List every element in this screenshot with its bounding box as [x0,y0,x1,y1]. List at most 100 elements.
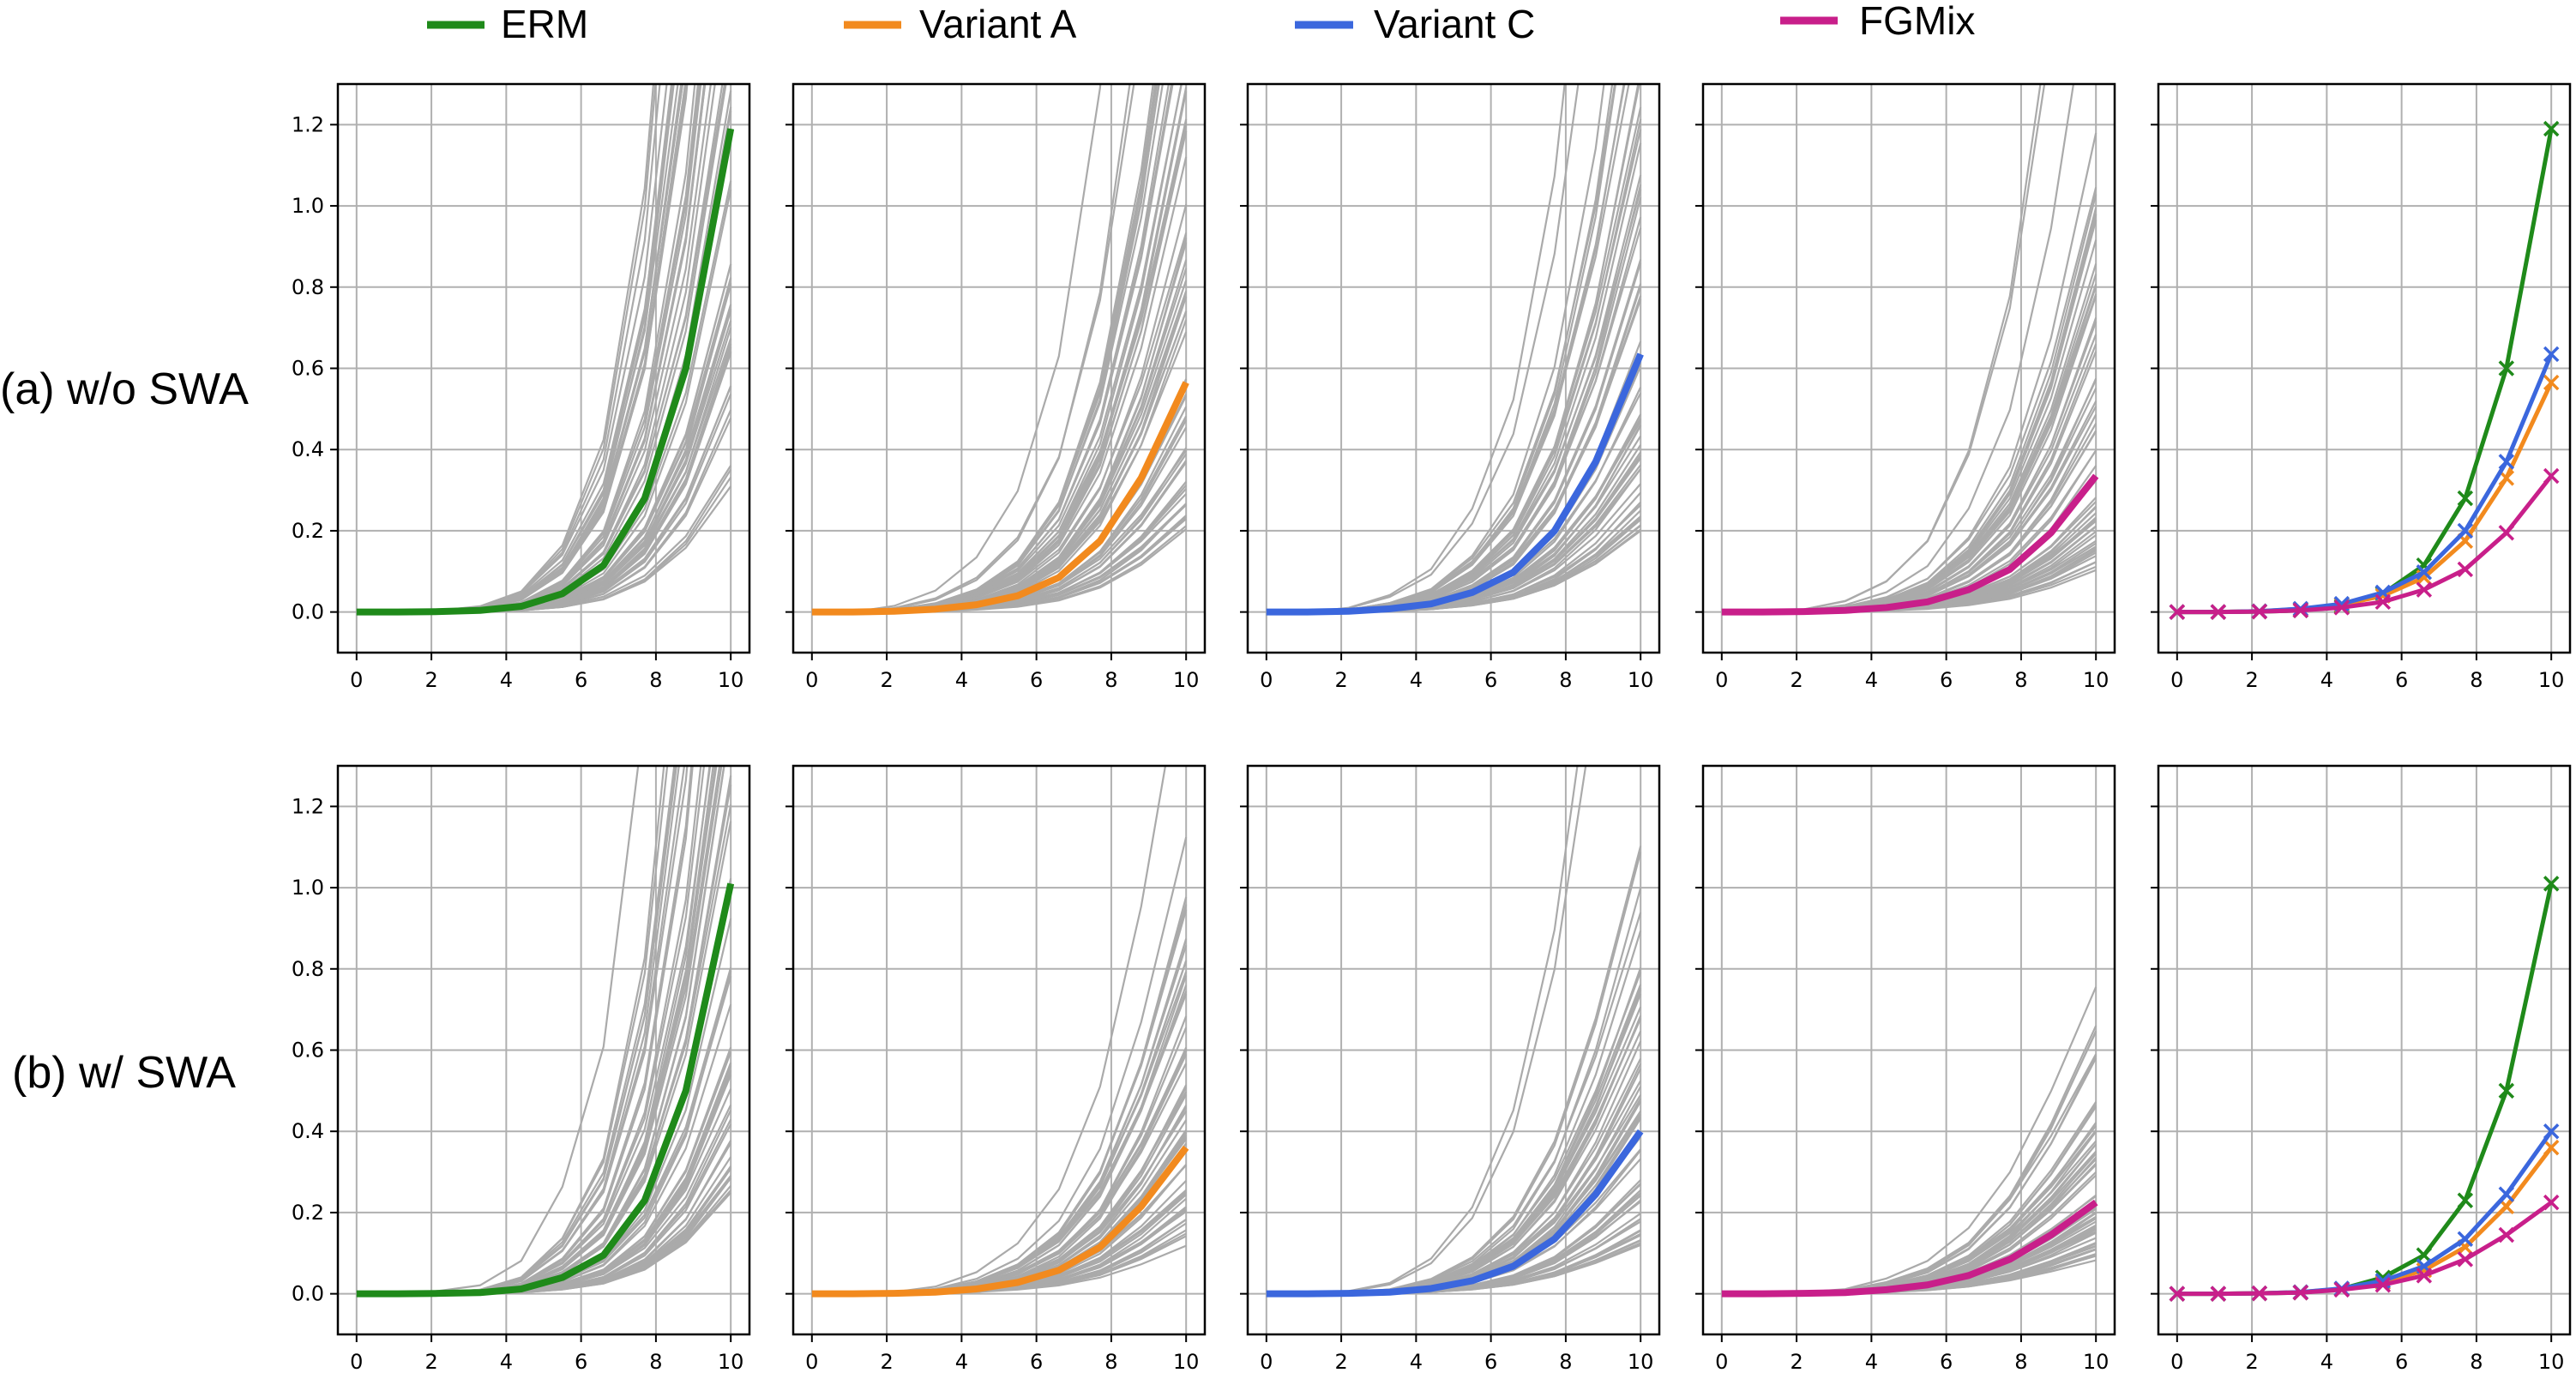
y-tick-label: 0.2 [292,519,324,543]
legend-item-variant-c: Variant C [1295,2,1535,46]
marker-fgmix [2333,1281,2350,1298]
plot-area [811,766,1189,1298]
y-tick-label: 0.6 [292,1039,324,1063]
y-axis [1695,805,1703,1295]
panel-variant-c: 0 2 4 6 8 10 [1240,82,1661,692]
x-tick-label: 2 [880,668,893,692]
y-tick-label: 0.0 [292,600,324,624]
marker-fgmix [2457,1251,2474,1268]
x-axis: 0 2 4 6 8 10 [350,653,743,692]
marker-variant-a [2543,1139,2560,1156]
marker-fgmix [2292,602,2309,618]
x-tick-label: 10 [1628,1350,1654,1374]
x-tick-label: 10 [1173,1350,1200,1374]
mean-curve-variant-a [811,381,1189,616]
marker-fgmix [2169,604,2186,620]
panel-fgmix: 0 2 4 6 8 10 [1695,82,2116,692]
panel-variant-a: 0 2 4 6 8 10 [785,82,1207,692]
x-tick-label: 0 [1260,1350,1273,1374]
marker-fgmix [2210,604,2227,620]
marker-erm [2498,1082,2515,1099]
x-tick-label: 10 [2538,668,2565,692]
y-axis [785,805,793,1295]
x-tick-label: 10 [1628,668,1654,692]
panel-fgmix: 0 2 4 6 8 10 [1695,764,2116,1374]
x-axis: 0 2 4 6 8 10 [1260,653,1653,692]
x-tick-label: 0 [1715,1350,1728,1374]
legend-label-erm: ERM [501,2,588,46]
x-tick-label: 6 [575,1350,587,1374]
x-tick-label: 8 [1104,1350,1117,1374]
mean-curve-erm [356,882,735,1298]
y-tick-label: 0.2 [292,1201,324,1225]
x-tick-label: 2 [880,1350,893,1374]
x-tick-label: 8 [2470,1350,2483,1374]
plot-area [1266,766,1644,1298]
x-tick-label: 6 [575,668,587,692]
marker-variant-a [2543,374,2560,391]
marker-erm [2498,360,2515,376]
y-tick-label: 0.0 [292,1282,324,1306]
panel-variant-a: 0 2 4 6 8 10 [785,764,1207,1374]
x-tick-label: 8 [1104,668,1117,692]
plot-area [2169,876,2560,1302]
panel-erm: 0 2 4 6 8 10 0.0 0.2 0.4 0.6 0.8 1.0 1.2 [292,82,751,692]
x-tick-label: 4 [2320,668,2333,692]
x-axis: 0 2 4 6 8 10 [350,1334,743,1374]
y-axis: 0.0 0.2 0.4 0.6 0.8 1.0 1.2 [292,794,338,1306]
x-tick-label: 0 [805,668,818,692]
x-tick-label: 2 [424,1350,437,1374]
marker-fgmix [2210,1286,2227,1302]
x-tick-label: 6 [2395,1350,2408,1374]
row-label-b: (b) w/ SWA [12,1048,236,1098]
x-tick-label: 4 [955,668,968,692]
x-tick-label: 10 [1173,668,1200,692]
mean-curve-erm [356,128,735,616]
x-tick-label: 4 [500,1350,513,1374]
plot-area [2169,120,2560,620]
y-tick-label: 0.8 [292,957,324,981]
x-tick-label: 0 [1715,668,1728,692]
plot-area [356,766,735,1298]
legend-label-variant-a: Variant A [919,2,1077,46]
y-axis: 0.0 0.2 0.4 0.6 0.8 1.0 1.2 [292,112,338,624]
x-tick-label: 10 [2083,668,2110,692]
marker-erm [2543,120,2560,137]
marker-variant-c [2543,1123,2560,1140]
marker-variant-c [2498,1186,2515,1202]
x-tick-label: 6 [1940,1350,1953,1374]
x-tick-label: 2 [1334,668,1347,692]
marker-fgmix [2169,1286,2186,1302]
mean-curve-variant-c [1266,1129,1644,1298]
marker-erm [2457,490,2474,507]
plot-area [1266,84,1644,616]
x-tick-label: 4 [1865,668,1878,692]
legend-label-fgmix: FGMix [1859,0,1975,43]
marker-fgmix [2251,603,2268,620]
panel-comparison: 0 2 4 6 8 10 [2151,764,2572,1374]
x-axis: 0 2 4 6 8 10 [1715,1334,2109,1374]
x-tick-label: 10 [718,668,744,692]
marker-fgmix [2543,1194,2560,1211]
x-tick-label: 8 [2014,1350,2027,1374]
x-tick-label: 4 [1410,1350,1423,1374]
x-tick-label: 2 [424,668,437,692]
y-tick-label: 0.6 [292,357,324,381]
y-axis [2151,123,2158,613]
x-tick-label: 4 [500,668,513,692]
legend-item-erm: ERM [427,2,588,46]
panel-erm: 0 2 4 6 8 10 0.0 0.2 0.4 0.6 0.8 1.0 1.2 [292,764,751,1374]
marker-fgmix [2416,1268,2433,1284]
marker-variant-c [2543,346,2560,363]
y-axis [1240,123,1248,613]
plot-area [1721,84,2099,616]
x-axis: 0 2 4 6 8 10 [805,1334,1199,1374]
grid [1703,84,2115,653]
plot-area [1721,986,2098,1298]
marker-variant-c [2457,1231,2474,1247]
legend: ERM Variant A Variant C FGMix [427,0,1975,46]
y-axis [785,123,793,613]
y-axis [2151,805,2158,1295]
mean-curve-fgmix [1721,1199,2098,1298]
